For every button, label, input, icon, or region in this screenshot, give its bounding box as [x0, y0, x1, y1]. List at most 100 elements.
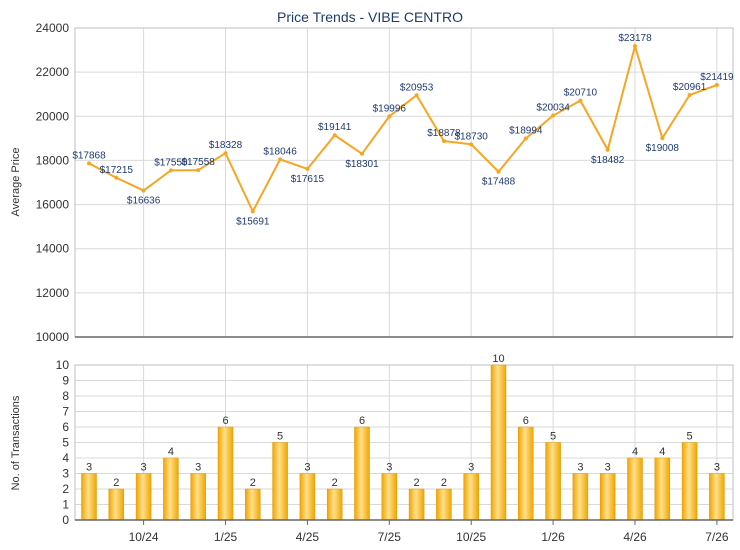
price-tick-label: 10000: [36, 330, 70, 344]
price-point: [605, 147, 610, 152]
transaction-bar-label: 2: [113, 477, 119, 489]
transaction-bar: [135, 473, 152, 521]
transaction-bar: [408, 488, 425, 521]
price-point: [196, 168, 201, 173]
price-tick-label: 16000: [36, 198, 70, 212]
transaction-bar: [545, 442, 561, 521]
transactions-tick-label: 10: [56, 358, 70, 372]
price-point: [278, 157, 283, 162]
transaction-bar-label: 5: [687, 431, 693, 443]
price-axis-label: Average Price: [10, 148, 22, 217]
price-point: [551, 113, 556, 118]
transaction-bar: [654, 457, 671, 521]
price-data-label: $20953: [400, 82, 434, 93]
transactions-tick-label: 2: [62, 482, 69, 496]
price-point: [87, 161, 91, 166]
price-tick-label: 22000: [36, 65, 70, 79]
x-tick-label: 7/26: [705, 530, 729, 544]
x-tick-label: 1/26: [541, 530, 565, 544]
x-tick-label: 7/25: [378, 530, 402, 544]
transaction-bar-label: 3: [605, 462, 611, 474]
transaction-bar: [709, 473, 725, 521]
transactions-tick-label: 4: [62, 451, 69, 465]
transactions-tick-label: 3: [62, 467, 69, 481]
price-data-label: $18046: [263, 146, 297, 157]
transaction-bar-label: 4: [659, 446, 665, 458]
price-point: [360, 151, 364, 156]
price-tick-label: 14000: [36, 242, 70, 256]
transaction-bar-label: 3: [304, 462, 310, 474]
price-data-label: $17215: [100, 165, 134, 176]
transaction-bar-label: 4: [632, 446, 638, 458]
price-data-label: $18994: [509, 125, 543, 136]
price-data-label: $19141: [318, 122, 352, 133]
price-data-label: $20710: [564, 88, 598, 99]
price-tick-label: 20000: [36, 109, 70, 123]
transaction-bar-label: 2: [441, 477, 447, 489]
transaction-bar-label: 5: [277, 431, 283, 443]
transaction-bar-label: 6: [359, 415, 365, 427]
transaction-bar-label: 6: [222, 415, 228, 427]
price-data-label: $21419: [700, 72, 734, 83]
transaction-bar: [108, 488, 125, 521]
price-data-label: $23178: [618, 33, 652, 44]
price-line-panel: 10000 12000 14000 16000 18000 20000 22000 24000…: [36, 21, 734, 344]
price-point: [414, 93, 419, 98]
price-plot-frame: [74, 27, 734, 338]
price-point: [687, 93, 692, 98]
x-tick-label: 10/25: [456, 530, 486, 544]
transaction-bar-label: 4: [168, 446, 174, 458]
transaction-bar-label: 3: [468, 462, 474, 474]
transaction-bar-label: 3: [714, 462, 720, 474]
price-data-label: $18301: [345, 159, 379, 170]
price-point: [441, 139, 446, 144]
transaction-bar-label: 6: [523, 415, 529, 427]
transaction-bar: [490, 364, 507, 521]
price-tick-label: 18000: [36, 153, 70, 167]
price-data-label: $17868: [72, 150, 106, 161]
transaction-bar-label: 3: [86, 462, 92, 474]
price-point: [578, 98, 583, 103]
x-tick-label: 4/25: [296, 530, 320, 544]
transaction-bar: [163, 457, 179, 521]
transaction-bar: [299, 473, 316, 521]
transaction-bar-label: 5: [550, 431, 556, 443]
price-point: [332, 133, 337, 138]
price-data-label: $19008: [646, 143, 680, 154]
transaction-bar-label: 10: [492, 353, 504, 365]
transaction-bar: [354, 426, 370, 521]
transaction-bar: [463, 473, 479, 521]
transaction-bar-label: 2: [250, 477, 256, 489]
price-point: [250, 209, 255, 214]
price-data-label: $17615: [291, 174, 325, 185]
price-tick-label: 24000: [36, 21, 70, 35]
price-point: [633, 44, 637, 49]
chart-title: Price Trends - VIBE CENTRO: [277, 9, 463, 25]
transaction-bar-label: 3: [577, 462, 583, 474]
price-data-label: $18878: [427, 128, 461, 139]
transaction-bar: [81, 473, 97, 521]
transactions-axis-label: No. of Transactions: [10, 395, 22, 490]
price-point: [387, 114, 392, 119]
price-data-label: $17558: [182, 157, 216, 168]
transaction-bar: [190, 473, 206, 521]
price-data-label: $19996: [373, 103, 407, 114]
price-series-line: [88, 42, 718, 214]
transaction-bar: [217, 426, 234, 521]
price-tick-label: 12000: [36, 286, 70, 300]
transaction-bar: [518, 426, 534, 521]
price-data-label: $18730: [455, 131, 489, 142]
transaction-bar: [326, 488, 343, 521]
price-data-label: $17550: [154, 157, 188, 168]
price-data-label: $18328: [209, 140, 243, 151]
transaction-bar: [627, 457, 643, 521]
transactions-tick-label: 6: [62, 420, 69, 434]
transactions-tick-label: 0: [62, 513, 69, 527]
transaction-bar: [572, 473, 589, 521]
transaction-bar: [681, 442, 698, 521]
transaction-bar-label: 2: [332, 477, 338, 489]
price-data-label: $16636: [127, 196, 161, 207]
price-point: [305, 166, 310, 171]
